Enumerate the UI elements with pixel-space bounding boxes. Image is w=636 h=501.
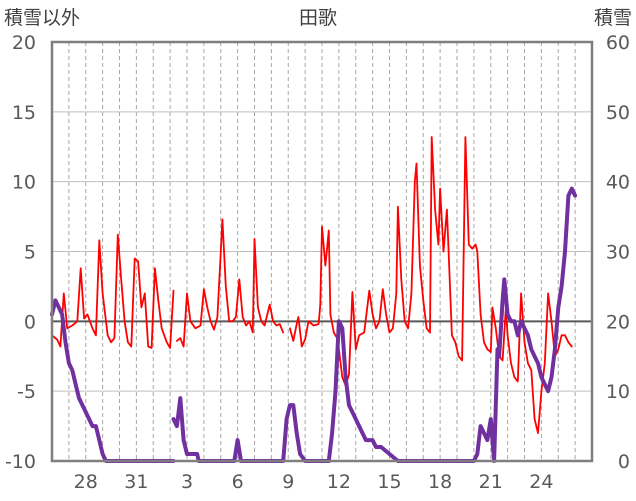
chart-title: 田歌	[299, 7, 337, 29]
left-axis: 20 15 10 5 0 -5 -10	[5, 32, 36, 473]
x-tick-label: 15	[377, 471, 401, 493]
x-tick-label: 9	[282, 471, 294, 493]
series-layer	[50, 136, 578, 463]
left-axis-title: 積雪以外	[4, 7, 80, 29]
x-tick-label: 31	[124, 471, 148, 493]
y-right-tick-label: 10	[606, 381, 630, 403]
y-left-tick-label: -5	[17, 381, 36, 403]
x-tick-label: 18	[428, 471, 452, 493]
y-left-tick-label: 5	[24, 242, 36, 264]
y-right-tick-label: 60	[606, 32, 630, 54]
x-tick-label: 28	[74, 471, 98, 493]
y-left-tick-label: 10	[12, 172, 36, 194]
x-axis: 28 31 3 6 9 12 15 18 21 24	[74, 471, 554, 493]
x-tick-label: 6	[232, 471, 244, 493]
y-left-tick-label: 15	[12, 102, 36, 124]
snow-series-line	[313, 186, 578, 463]
right-axis-title: 積雪	[594, 7, 632, 29]
right-axis: 60 50 40 30 20 10 0	[606, 32, 630, 473]
y-right-tick-label: 0	[618, 451, 630, 473]
x-tick-label: 24	[529, 471, 553, 493]
snow-series-line	[50, 298, 176, 463]
y-right-tick-label: 50	[606, 102, 630, 124]
other-series-line	[176, 218, 285, 348]
y-left-tick-label: 20	[12, 32, 36, 54]
y-right-tick-label: 20	[606, 311, 630, 333]
plot-frame	[50, 40, 594, 463]
x-tick-label: 21	[479, 471, 503, 493]
y-left-tick-label: -10	[5, 451, 36, 473]
y-right-tick-label: 40	[606, 172, 630, 194]
snow-series-line	[171, 396, 318, 463]
x-tick-label: 3	[181, 471, 193, 493]
other-series-line	[289, 136, 573, 434]
y-left-tick-label: 0	[24, 311, 36, 333]
other-series-line	[51, 233, 175, 349]
x-tick-label: 12	[327, 471, 351, 493]
y-right-tick-label: 30	[606, 242, 630, 264]
